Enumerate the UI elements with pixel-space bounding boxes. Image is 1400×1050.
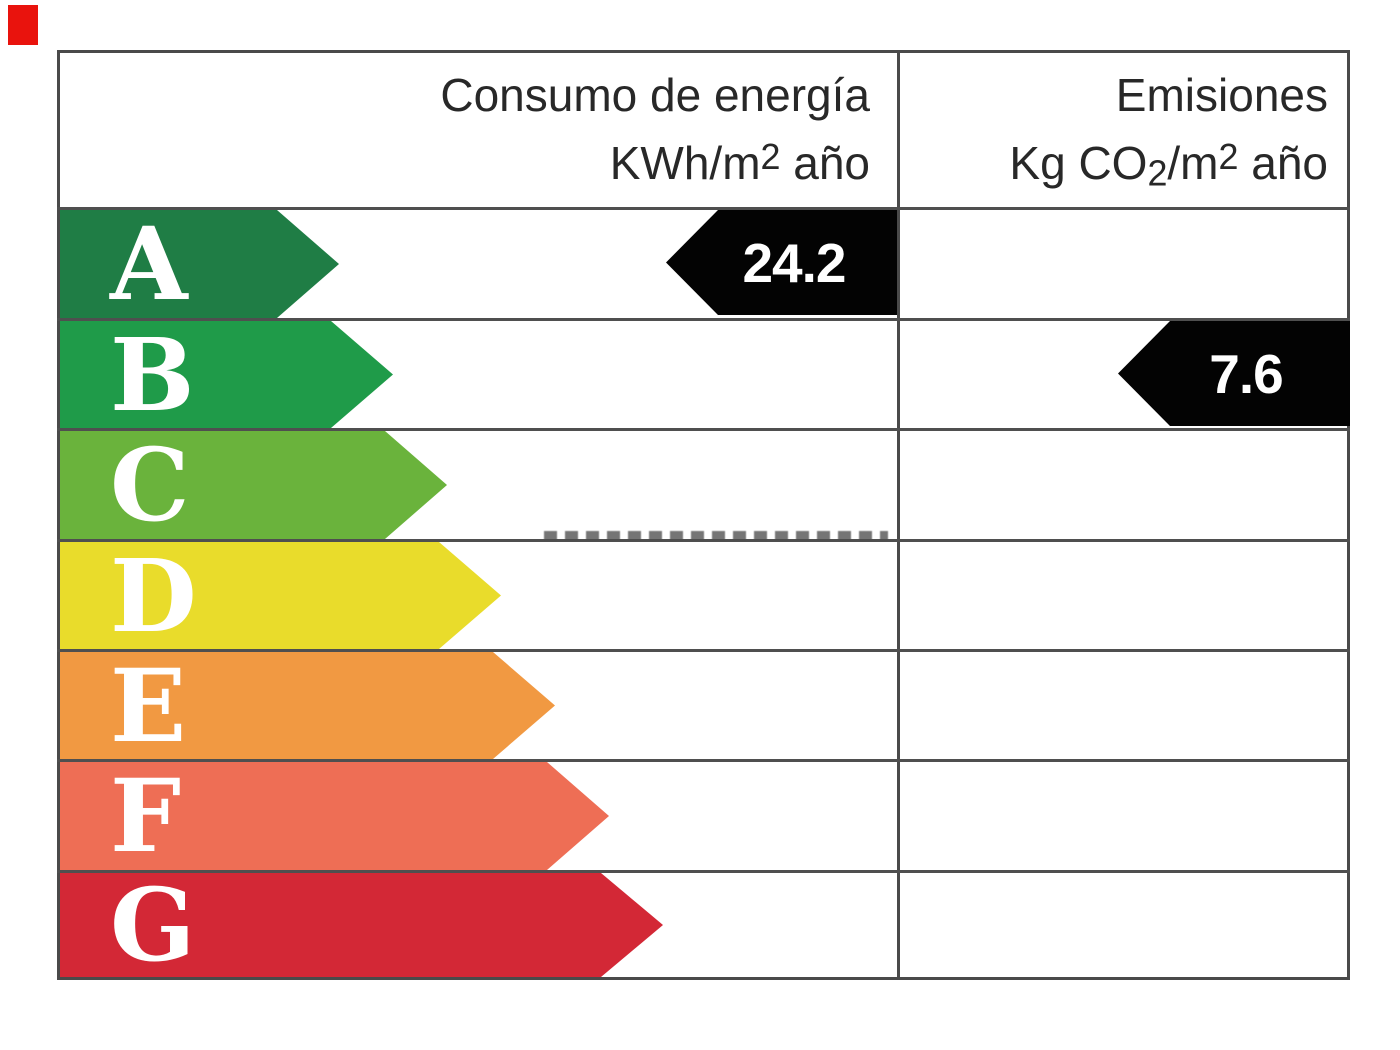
consumption-column-header: Consumo de energía KWh/m2 año [300,64,870,194]
rating-band-d: D [60,542,501,649]
column-divider-line [897,50,900,980]
emissions-header-line2: Kg CO2/m2 año [1009,137,1328,194]
rating-band-f: F [60,762,609,870]
rating-letter-c: C [110,426,190,544]
rating-letter-d: D [110,536,197,655]
consumption-header-line1: Consumo de energía [440,69,870,121]
row-line-d-e [57,649,1350,652]
rating-band-e: E [60,652,555,759]
consumption-value-arrow: 24.2 [666,210,898,315]
consumption-header-line2: KWh/m2 año [609,137,870,190]
rating-letter-b: B [110,315,195,434]
rating-band-a: A [60,210,339,318]
red-marker [8,5,38,45]
rating-band-b: B [60,321,393,428]
watermark-fragments [544,531,888,540]
rating-letter-a: A [110,205,188,323]
row-line-a-b [57,318,1350,321]
row-line-c-d [57,539,1350,542]
emissions-column-header: Emisiones Kg CO2/m2 año [920,64,1328,204]
row-line-f-g [57,870,1350,873]
rating-band-c: C [60,431,447,539]
rating-letter-g: G [110,866,196,984]
emissions-value: 7.6 [1209,342,1283,405]
emissions-header-line1: Emisiones [1115,69,1328,121]
consumption-value: 24.2 [742,231,846,294]
row-line-b-c [57,428,1350,431]
rating-letter-f: F [110,757,181,875]
row-line-header-a [57,207,1350,210]
rating-letter-e: E [110,646,187,765]
rating-band-g: G [60,873,663,977]
emissions-value-arrow: 7.6 [1118,321,1350,426]
row-line-e-f [57,759,1350,762]
